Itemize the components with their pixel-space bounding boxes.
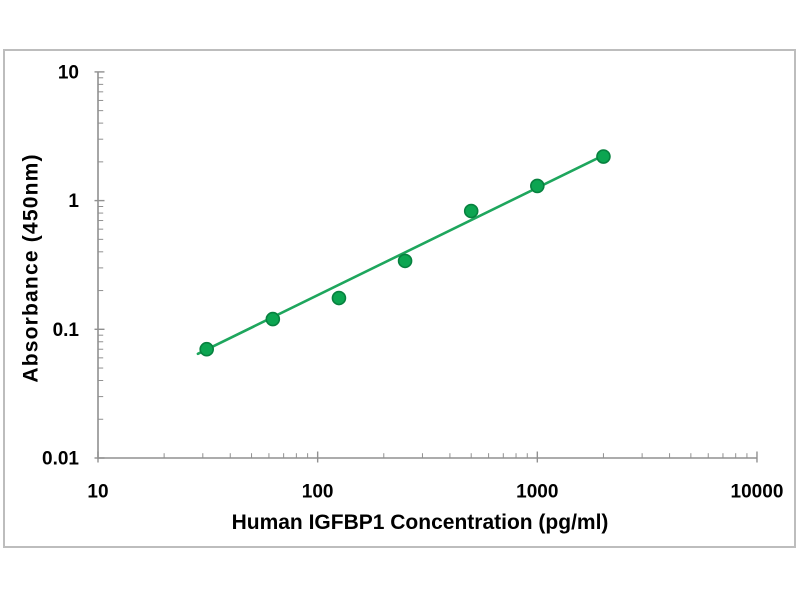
y-axis-title: Absorbance (450nm) — [20, 153, 43, 382]
data-point — [397, 253, 413, 269]
x-tick-label: 100 — [302, 482, 334, 503]
axis-spines — [97, 71, 757, 459]
x-axis-title: Human IGFBP1 Concentration (pg/ml) — [232, 511, 609, 534]
plot-axes — [97, 71, 757, 459]
data-point-layer — [199, 149, 611, 357]
x-tick-label: 10 — [87, 482, 108, 503]
x-axis-tick-labels: 10 100 1000 10000 — [87, 482, 783, 503]
data-point — [596, 149, 611, 164]
y-axis-ticks — [94, 71, 105, 459]
x-tick-label: 1000 — [516, 482, 558, 503]
data-point — [463, 203, 479, 219]
x-axis-ticks — [97, 451, 758, 463]
y-axis-tick-labels: 10 1 0.1 0.01 — [42, 62, 79, 469]
y-tick-label: 0.1 — [53, 320, 80, 341]
figure-border-frame — [3, 49, 796, 548]
data-point — [331, 290, 347, 306]
y-tick-label: 0.01 — [42, 449, 79, 470]
data-point — [530, 178, 545, 194]
data-point — [199, 341, 214, 357]
x-tick-label: 10000 — [731, 482, 784, 503]
y-tick-label: 1 — [68, 191, 79, 212]
y-tick-label: 10 — [58, 62, 79, 83]
data-point — [265, 311, 281, 327]
